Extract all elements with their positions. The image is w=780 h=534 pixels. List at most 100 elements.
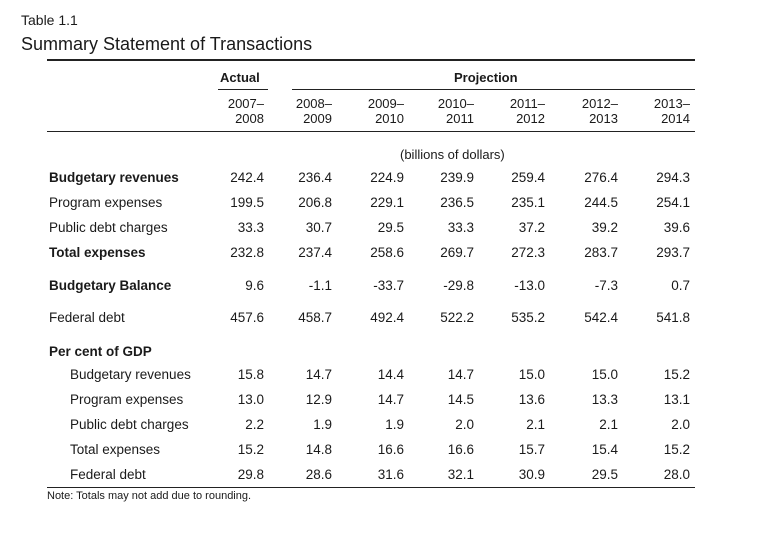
table-row: Per cent of GDP [0,344,780,364]
table-cell: 1.9 [313,417,332,432]
year-header-top: 2013– [653,96,690,111]
year-header: 2009– 2010 [344,96,404,126]
table-cell: 32.1 [447,467,474,482]
table-cell: 29.8 [237,467,264,482]
actual-underline [218,89,268,90]
header-actual: Actual [220,70,260,85]
table-row: Program expenses 13.0 12.9 14.7 14.5 13.6 13.3… [0,392,780,412]
table-cell: 14.7 [377,392,404,407]
table-cell: 199.5 [230,195,264,210]
table-cell: 13.0 [237,392,264,407]
year-header-top: 2009– [367,96,404,111]
table-cell: 236.5 [440,195,474,210]
table-cell: 15.2 [237,442,264,457]
table-cell: 542.4 [584,310,618,325]
table-cell: 14.7 [447,367,474,382]
table-note: Note: Totals may not add due to rounding… [47,490,252,502]
table-cell: 14.5 [447,392,474,407]
table-cell: 239.9 [440,170,474,185]
table-row: Federal debt 457.6 458.7 492.4 522.2 535.2 542… [0,310,780,330]
table-cell: 2.2 [245,417,264,432]
table-cell: 30.9 [518,467,545,482]
year-header-top: 2008– [295,96,332,111]
table-cell: -7.3 [594,278,618,293]
table-cell: 28.0 [663,467,690,482]
table-cell: 237.4 [298,245,332,260]
table-cell: 457.6 [230,310,264,325]
table-cell: 2.1 [526,417,545,432]
table-cell: 272.3 [511,245,545,260]
table-cell: 15.0 [591,367,618,382]
table-cell: 244.5 [584,195,618,210]
table-cell: 0.7 [671,278,690,293]
table-cell: 33.3 [237,220,264,235]
table-cell: 12.9 [305,392,332,407]
year-header-top: 2007– [227,96,264,111]
year-header: 2011– 2012 [485,96,545,126]
table-row: Total expenses 15.2 14.8 16.6 16.6 15.7 15.4 15… [0,442,780,462]
table-cell: 224.9 [370,170,404,185]
header-projection: Projection [454,70,518,85]
row-label: Budgetary revenues [49,170,179,185]
table-cell: 15.8 [237,367,264,382]
year-header-bottom: 2012 [516,111,545,126]
table-cell: 15.7 [518,442,545,457]
table-cell: 39.2 [591,220,618,235]
table-cell: -13.0 [514,278,545,293]
table-row: Budgetary Balance 9.6 -1.1 -33.7 -29.8 -13.0 -… [0,278,780,298]
table-cell: 242.4 [230,170,264,185]
row-label: Per cent of GDP [49,344,152,359]
table-label: Table 1.1 [21,12,78,28]
table-cell: 235.1 [511,195,545,210]
table-cell: 16.6 [447,442,474,457]
table-cell: 294.3 [656,170,690,185]
table-cell: 254.1 [656,195,690,210]
table-cell: 28.6 [305,467,332,482]
table-cell: 276.4 [584,170,618,185]
table-cell: -1.1 [308,278,332,293]
table-cell: 2.1 [599,417,618,432]
row-label: Budgetary Balance [49,278,172,293]
row-label: Public debt charges [70,417,189,432]
table-cell: 232.8 [230,245,264,260]
table-row: Budgetary revenues 242.4 236.4 224.9 239.9 25… [0,170,780,190]
year-header: 2010– 2011 [414,96,474,126]
table-cell: 2.0 [455,417,474,432]
table-cell: 14.7 [305,367,332,382]
bottom-rule [47,487,695,488]
year-header: 2013– 2014 [630,96,690,126]
row-label: Total expenses [70,442,161,457]
year-header: 2008– 2009 [272,96,332,126]
year-header: 2012– 2013 [558,96,618,126]
table-title: Summary Statement of Transactions [21,34,313,54]
table-cell: 13.3 [591,392,618,407]
year-header-top: 2012– [581,96,618,111]
row-label: Public debt charges [49,220,168,235]
year-header-top: 2010– [437,96,474,111]
table-cell: 39.6 [663,220,690,235]
table-row: Public debt charges 2.2 1.9 1.9 2.0 2.1 2.1 2.0 [0,417,780,437]
units-label: (billions of dollars) [400,147,505,162]
table-cell: 236.4 [298,170,332,185]
row-label: Budgetary revenues [70,367,191,382]
table-cell: 541.8 [656,310,690,325]
projection-underline [292,89,695,90]
table-row: Budgetary revenues 15.8 14.7 14.4 14.7 15.0 15… [0,367,780,387]
table-cell: 259.4 [511,170,545,185]
table-cell: 13.6 [518,392,545,407]
table-cell: 14.4 [377,367,404,382]
year-header-top: 2011– [509,96,545,111]
table-cell: 15.0 [518,367,545,382]
table-cell: 258.6 [370,245,404,260]
table-cell: 29.5 [377,220,404,235]
table-cell: 535.2 [511,310,545,325]
table-cell: 14.8 [305,442,332,457]
table-cell: 522.2 [440,310,474,325]
table-cell: 15.2 [663,442,690,457]
table-cell: 15.4 [591,442,618,457]
table-cell: 1.9 [385,417,404,432]
table-cell: 293.7 [656,245,690,260]
table-cell: 15.2 [663,367,690,382]
table-cell: 30.7 [305,220,332,235]
year-header-bottom: 2010 [375,111,404,126]
